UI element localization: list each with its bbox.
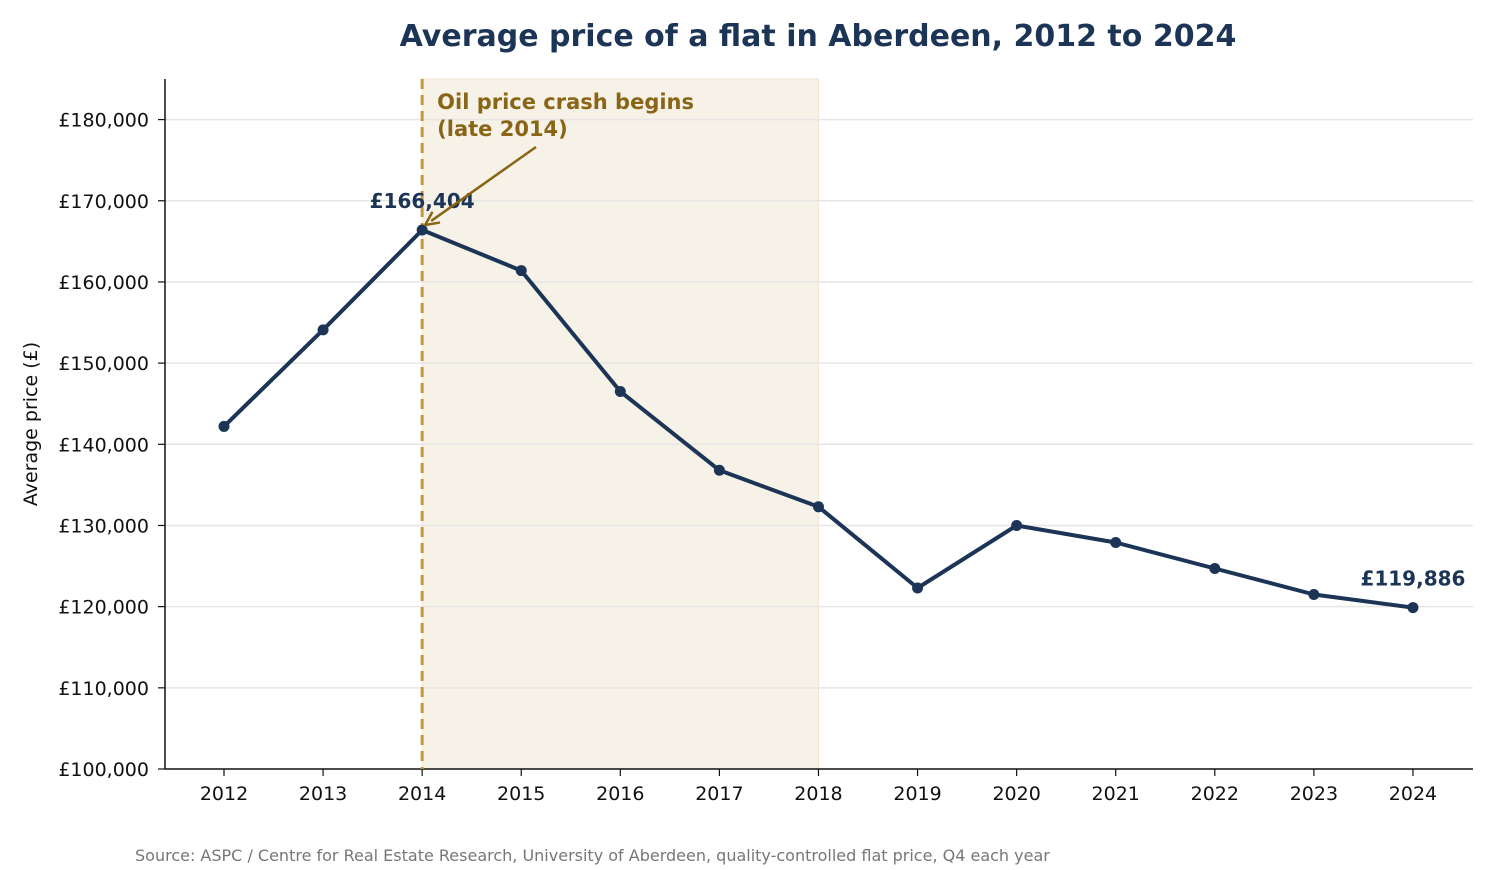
x-tick-label: 2012 (200, 783, 248, 805)
x-tick-label: 2022 (1191, 783, 1239, 805)
x-tick-label: 2016 (596, 783, 644, 805)
y-tick-label: £160,000 (58, 272, 149, 294)
y-tick-label: £120,000 (58, 597, 149, 619)
y-tick-label: £100,000 (58, 759, 149, 781)
data-point (1011, 519, 1023, 531)
chart-title: Average price of a flat in Aberdeen, 201… (400, 19, 1237, 54)
data-point (1209, 562, 1221, 574)
x-tick-label: 2019 (893, 783, 941, 805)
data-point (713, 464, 725, 476)
data-label: £166,404 (370, 189, 475, 213)
x-tick-label: 2015 (497, 783, 545, 805)
annotation-arrowhead (423, 211, 441, 227)
data-point (1308, 588, 1320, 600)
x-tick-label: 2018 (794, 783, 842, 805)
y-axis-label: Average price (£) (20, 342, 42, 506)
data-point (614, 386, 626, 398)
data-point (515, 265, 527, 277)
data-point (218, 420, 230, 432)
x-tick-label: 2020 (992, 783, 1040, 805)
y-tick-label: £150,000 (58, 353, 149, 375)
x-tick-label: 2021 (1092, 783, 1140, 805)
annotation-text: (late 2014) (437, 117, 568, 141)
data-point (416, 224, 428, 236)
data-label: £119,886 (1360, 567, 1465, 591)
y-tick-label: £180,000 (58, 110, 149, 132)
x-tick-label: 2023 (1290, 783, 1338, 805)
source-note: Source: ASPC / Centre for Real Estate Re… (135, 846, 1050, 865)
x-tick-label: 2024 (1389, 783, 1437, 805)
annotation-arrow (430, 145, 537, 222)
annotation-text: Oil price crash begins (437, 90, 694, 114)
data-point (1110, 537, 1122, 549)
y-tick-label: £170,000 (58, 191, 149, 213)
data-point (317, 324, 329, 336)
data-point (1407, 602, 1419, 614)
y-tick-label: £140,000 (58, 434, 149, 456)
x-tick-label: 2017 (695, 783, 743, 805)
y-tick-label: £130,000 (58, 515, 149, 537)
plot-area: £100,000 £110,000 £120,000 £130,000 £140,000… (58, 78, 1473, 805)
x-tick-label: 2014 (398, 783, 446, 805)
shaded-region (421, 78, 819, 770)
y-tick-label: £110,000 (58, 678, 149, 700)
x-tick-label: 2013 (299, 783, 347, 805)
data-point (912, 582, 924, 594)
data-point (812, 501, 824, 513)
